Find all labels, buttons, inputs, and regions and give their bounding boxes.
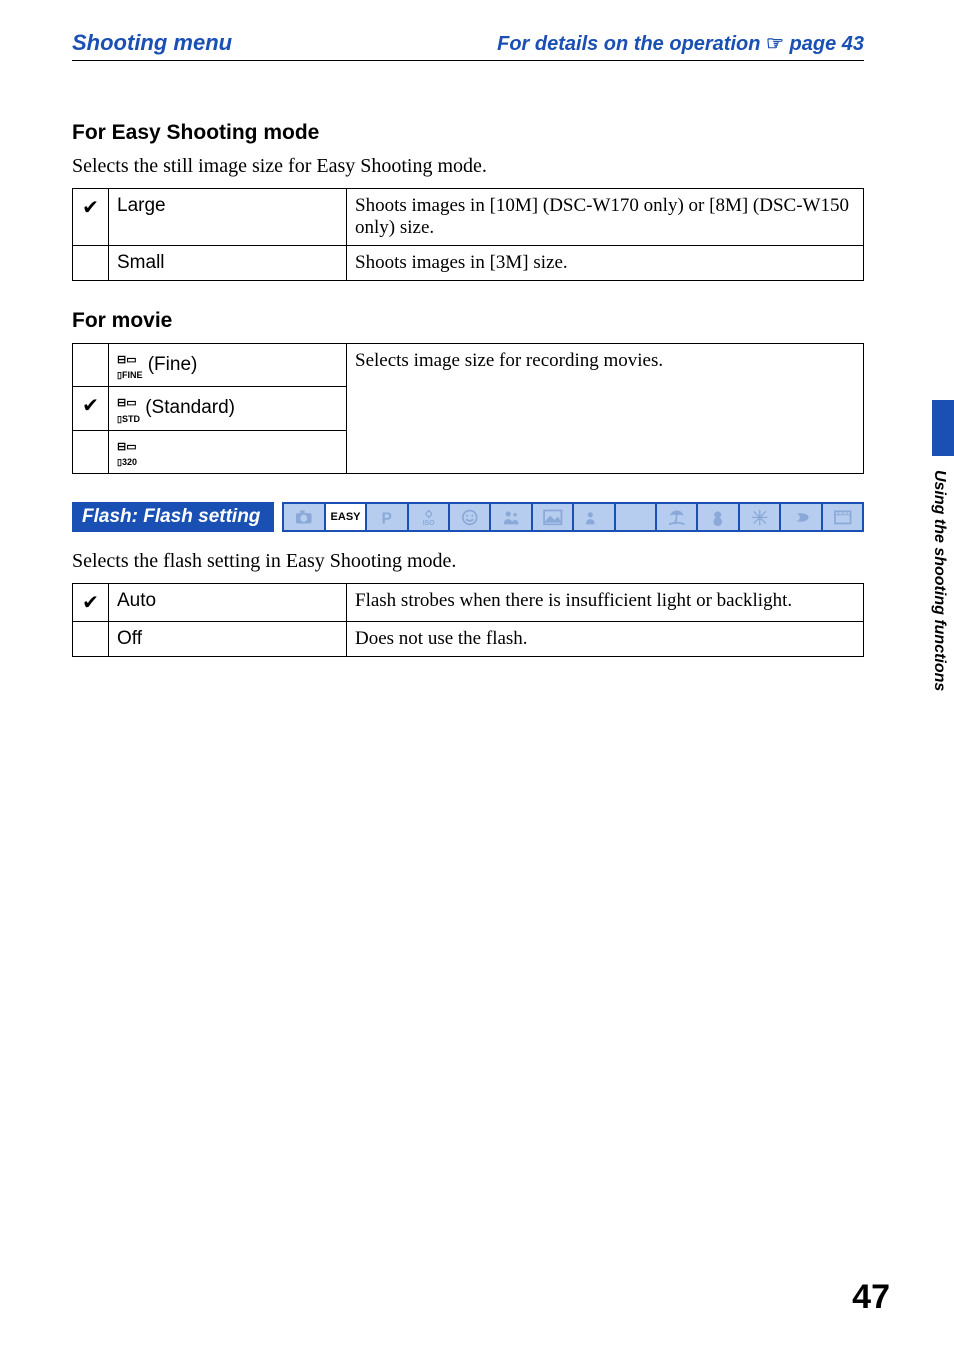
option-label: ⊟▭ ▯FINE (Fine) (109, 344, 347, 387)
svg-text:P: P (382, 510, 392, 527)
mode-beach-icon (657, 502, 698, 532)
header-left-title: Shooting menu (72, 30, 232, 56)
mode-twilightp-icon (574, 502, 615, 532)
movie-size-glyph-icon: ⊟▭ ▯STD (117, 393, 140, 423)
flash-setting-bar: Flash: Flash setting EASY P ISO (72, 502, 864, 532)
option-label: Large (109, 189, 347, 246)
option-desc: Selects image size for recording movies. (347, 344, 864, 474)
option-label-text: (Standard) (145, 398, 235, 419)
page-number: 47 (852, 1278, 890, 1317)
mode-moon-icon (616, 502, 657, 532)
movie-section-title: For movie (72, 309, 864, 333)
mode-movie-icon (823, 502, 864, 532)
flash-section-desc: Selects the flash setting in Easy Shooti… (72, 550, 864, 573)
side-tab: Using the shooting functions (930, 400, 954, 740)
table-row: ✔ Large Shoots images in [10M] (DSC-W170… (73, 189, 864, 246)
table-row: ⊟▭ ▯FINE (Fine) Selects image size for r… (73, 344, 864, 387)
movie-size-glyph-icon: ⊟▭ ▯320 (117, 437, 137, 467)
movie-options-table: ⊟▭ ▯FINE (Fine) Selects image size for r… (72, 343, 864, 474)
option-desc: Does not use the flash. (347, 622, 864, 657)
header-right-suffix: page 43 (784, 33, 864, 55)
side-tab-marker (932, 400, 954, 456)
mode-close-icon (781, 502, 822, 532)
header-right-ref: For details on the operation ☞ page 43 (497, 31, 864, 56)
mode-portrait-icon (491, 502, 532, 532)
svg-text:ISO: ISO (422, 520, 435, 527)
option-label: Off (109, 622, 347, 657)
mode-fireworks-icon (740, 502, 781, 532)
page-ref-icon: ☞ (766, 33, 784, 55)
flash-options-table: ✔ Auto Flash strobes when there is insuf… (72, 583, 864, 657)
flash-title: Flash: Flash setting (72, 502, 274, 532)
mode-camera-icon (282, 502, 325, 532)
mode-smile-icon (450, 502, 491, 532)
check-icon: ✔ (82, 197, 99, 219)
table-row: Off Does not use the flash. (73, 622, 864, 657)
check-icon: ✔ (82, 395, 99, 417)
option-label: ⊟▭ ▯STD (Standard) (109, 387, 347, 430)
easy-section-title: For Easy Shooting mode (72, 121, 864, 145)
easy-options-table: ✔ Large Shoots images in [10M] (DSC-W170… (72, 188, 864, 281)
option-desc: Shoots images in [10M] (DSC-W170 only) o… (347, 189, 864, 246)
check-icon: ✔ (82, 592, 99, 614)
option-label: Auto (109, 584, 347, 622)
option-desc: Shoots images in [3M] size. (347, 246, 864, 281)
mode-snow-icon (698, 502, 739, 532)
easy-section-desc: Selects the still image size for Easy Sh… (72, 155, 864, 178)
mode-landscape-icon (533, 502, 574, 532)
option-label-text: (Fine) (148, 354, 198, 375)
movie-size-glyph-icon: ⊟▭ ▯FINE (117, 350, 142, 380)
mode-p-icon: P (367, 502, 408, 532)
side-tab-text: Using the shooting functions (930, 470, 948, 691)
mode-easy-icon: EASY (326, 502, 367, 532)
page-header: Shooting menu For details on the operati… (72, 30, 864, 61)
table-row: Small Shoots images in [3M] size. (73, 246, 864, 281)
option-label: Small (109, 246, 347, 281)
mode-strip: EASY P ISO (282, 502, 864, 532)
mode-iso-icon: ISO (409, 502, 450, 532)
option-desc: Flash strobes when there is insufficient… (347, 584, 864, 622)
option-label: ⊟▭ ▯320 (109, 430, 347, 473)
header-right-prefix: For details on the operation (497, 33, 766, 55)
table-row: ✔ Auto Flash strobes when there is insuf… (73, 584, 864, 622)
